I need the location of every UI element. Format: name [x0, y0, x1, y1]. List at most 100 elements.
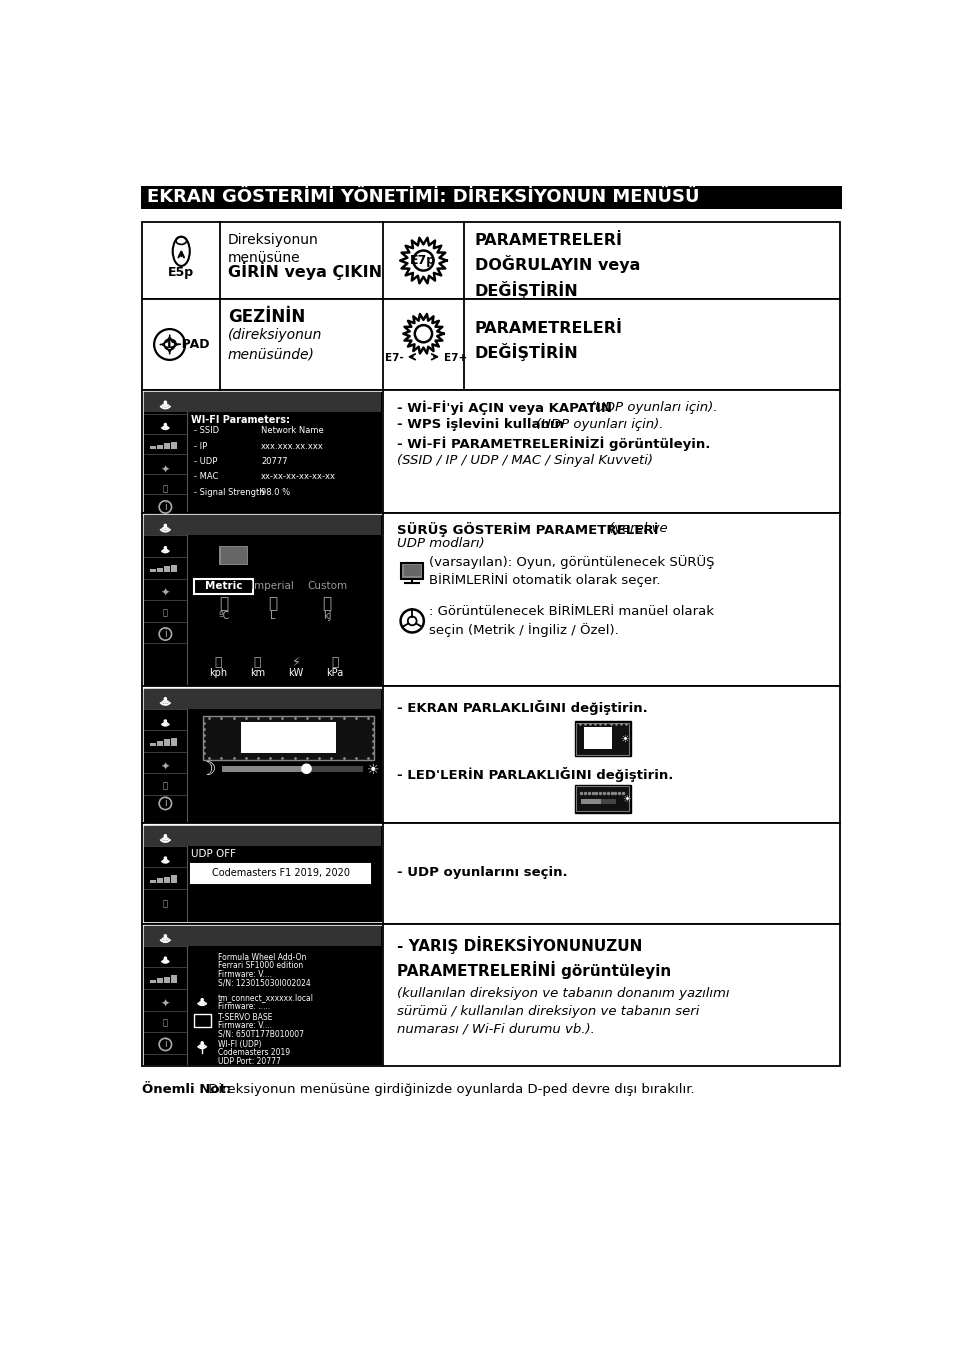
Text: PARAMETRELERİ
DOĞRULAYIN veya
DEĞİŞTİRİN: PARAMETRELERİ DOĞRULAYIN veya DEĞİŞTİRİN	[475, 232, 639, 298]
Circle shape	[164, 698, 166, 699]
Circle shape	[164, 834, 166, 837]
Circle shape	[201, 1042, 203, 1044]
Text: GEZİNİN: GEZİNİN	[228, 308, 305, 327]
Bar	[157, 878, 162, 883]
Text: E7+: E7+	[443, 354, 466, 363]
Text: Direksiyonun menüsüne girdiğinizde oyunlarda D-ped devre dışı bırakılır.: Direksiyonun menüsüne girdiğinizde oyunl…	[204, 1083, 695, 1096]
Text: S/N: 650T177B010007: S/N: 650T177B010007	[217, 1030, 303, 1038]
Text: - Signal Strength: - Signal Strength	[194, 487, 265, 497]
Text: tm_connect_xxxxxx.local: tm_connect_xxxxxx.local	[217, 994, 314, 1003]
Bar	[150, 570, 155, 572]
Text: 🚗: 🚗	[163, 782, 168, 790]
Text: i: i	[164, 798, 167, 809]
Text: - Wİ-Fİ'yi AÇIN veya KAPATIN: - Wİ-Fİ'yi AÇIN veya KAPATIN	[396, 401, 616, 416]
Text: (UDP oyunları için).: (UDP oyunları için).	[536, 418, 663, 432]
Text: Imperial: Imperial	[251, 582, 294, 591]
Circle shape	[164, 524, 166, 527]
Text: Codemasters 2019: Codemasters 2019	[217, 1048, 290, 1057]
Text: kPa: kPa	[326, 668, 343, 678]
Text: 🚗: 🚗	[163, 608, 168, 617]
Text: D-PAD: D-PAD	[167, 338, 211, 351]
Circle shape	[164, 720, 166, 722]
Text: WI-FI (UDP): WI-FI (UDP)	[217, 1040, 261, 1049]
Circle shape	[164, 424, 166, 425]
Text: (direksiyonun
menüsünde): (direksiyonun menüsünde)	[228, 328, 322, 362]
Bar	[144, 516, 381, 536]
Bar	[222, 765, 306, 772]
Bar	[203, 717, 374, 760]
Bar	[144, 826, 381, 921]
Bar	[150, 880, 155, 883]
Circle shape	[164, 547, 166, 549]
Text: i: i	[164, 629, 167, 639]
Text: Direksiyonun
menüsüne: Direksiyonun menüsüne	[228, 232, 318, 265]
Text: (kullanılan direksiyon ve tabanın donanım yazılımı
sürümü / kullanılan direksiyo: (kullanılan direksiyon ve tabanın donanı…	[396, 987, 728, 1035]
Text: 🛣: 🛣	[253, 656, 261, 670]
Circle shape	[301, 764, 311, 774]
Bar	[144, 926, 381, 1064]
Text: ✦: ✦	[160, 589, 170, 598]
Text: - EKRAN PARLAKLIĞINI değiştirin.: - EKRAN PARLAKLIĞINI değiştirin.	[396, 701, 647, 716]
Text: E5p: E5p	[168, 266, 194, 279]
Bar	[575, 784, 630, 813]
Bar	[220, 547, 247, 564]
Text: (SSID / IP / UDP / MAC / Sinyal Kuvveti): (SSID / IP / UDP / MAC / Sinyal Kuvveti)	[396, 454, 652, 467]
Text: EKRAN GÖSTERİMİ YÖNETİMİ: DİREKSİYONUN MENÜSÜ: EKRAN GÖSTERİMİ YÖNETİMİ: DİREKSİYONUN M…	[147, 189, 699, 207]
Text: E7p: E7p	[410, 254, 436, 267]
Bar	[144, 516, 381, 684]
Bar	[142, 221, 840, 300]
Text: kph: kph	[209, 668, 227, 678]
Bar	[583, 728, 612, 749]
Bar	[171, 441, 176, 450]
Text: - LED'LERİN PARLAKLIĞINI değiştirin.: - LED'LERİN PARLAKLIĞINI değiştirin.	[396, 767, 673, 782]
Circle shape	[164, 857, 166, 859]
Bar	[142, 824, 840, 923]
Bar	[580, 799, 616, 805]
Text: PARAMETRELERİ
DEĞİŞTİRİN: PARAMETRELERİ DEĞİŞTİRİN	[475, 320, 622, 360]
Text: 🚗: 🚗	[163, 899, 168, 909]
Bar	[142, 513, 840, 686]
Bar	[141, 186, 841, 209]
Text: - WPS işlevini kullanın: - WPS işlevini kullanın	[396, 418, 568, 432]
Text: ⭕: ⭕	[331, 656, 338, 670]
Bar	[164, 566, 170, 572]
Text: i: i	[164, 502, 167, 512]
Bar	[144, 688, 381, 821]
Bar	[576, 722, 629, 755]
Bar	[144, 393, 381, 412]
Text: ☽: ☽	[198, 760, 215, 779]
Text: kJ: kJ	[322, 610, 331, 621]
Text: Ferrari SF1000 edition: Ferrari SF1000 edition	[217, 961, 302, 971]
Bar	[580, 799, 599, 805]
Bar	[150, 980, 155, 983]
Text: ☀: ☀	[621, 794, 630, 803]
Text: (yerel ve: (yerel ve	[608, 522, 667, 536]
Text: (UDP oyunları için).: (UDP oyunları için).	[590, 401, 718, 413]
Text: E7-: E7-	[384, 354, 403, 363]
Text: 20777: 20777	[261, 456, 288, 466]
Circle shape	[164, 957, 166, 960]
Bar	[194, 1014, 212, 1027]
Bar	[157, 741, 162, 745]
Text: - MAC: - MAC	[194, 472, 218, 482]
Bar	[192, 864, 370, 883]
Bar	[142, 686, 840, 823]
Text: 🚗: 🚗	[163, 485, 168, 494]
Text: Firmware: V....: Firmware: V....	[217, 969, 272, 979]
Text: SÜRÜŞ GÖSTERİM PARAMETRELERİ: SÜRÜŞ GÖSTERİM PARAMETRELERİ	[396, 522, 662, 537]
Circle shape	[164, 934, 166, 937]
Text: km: km	[250, 668, 265, 678]
Bar	[575, 721, 630, 756]
Text: S/N: 123015030I002024: S/N: 123015030I002024	[217, 979, 310, 987]
Text: ºC: ºC	[218, 610, 230, 621]
Bar	[150, 446, 155, 450]
Bar	[142, 923, 840, 1066]
Text: - Wİ-Fİ PARAMETRELERİNİZİ görüntüleyin.: - Wİ-Fİ PARAMETRELERİNİZİ görüntüleyin.	[396, 436, 709, 451]
Text: ✦: ✦	[160, 761, 170, 771]
Text: 🏎: 🏎	[214, 656, 222, 670]
Text: WI-FI Parameters:: WI-FI Parameters:	[192, 416, 290, 425]
Bar	[164, 443, 170, 450]
Text: UDP modları): UDP modları)	[396, 537, 484, 549]
Text: i: i	[164, 1040, 167, 1049]
Text: xxx.xxx.xx.xxx: xxx.xxx.xx.xxx	[261, 441, 324, 451]
